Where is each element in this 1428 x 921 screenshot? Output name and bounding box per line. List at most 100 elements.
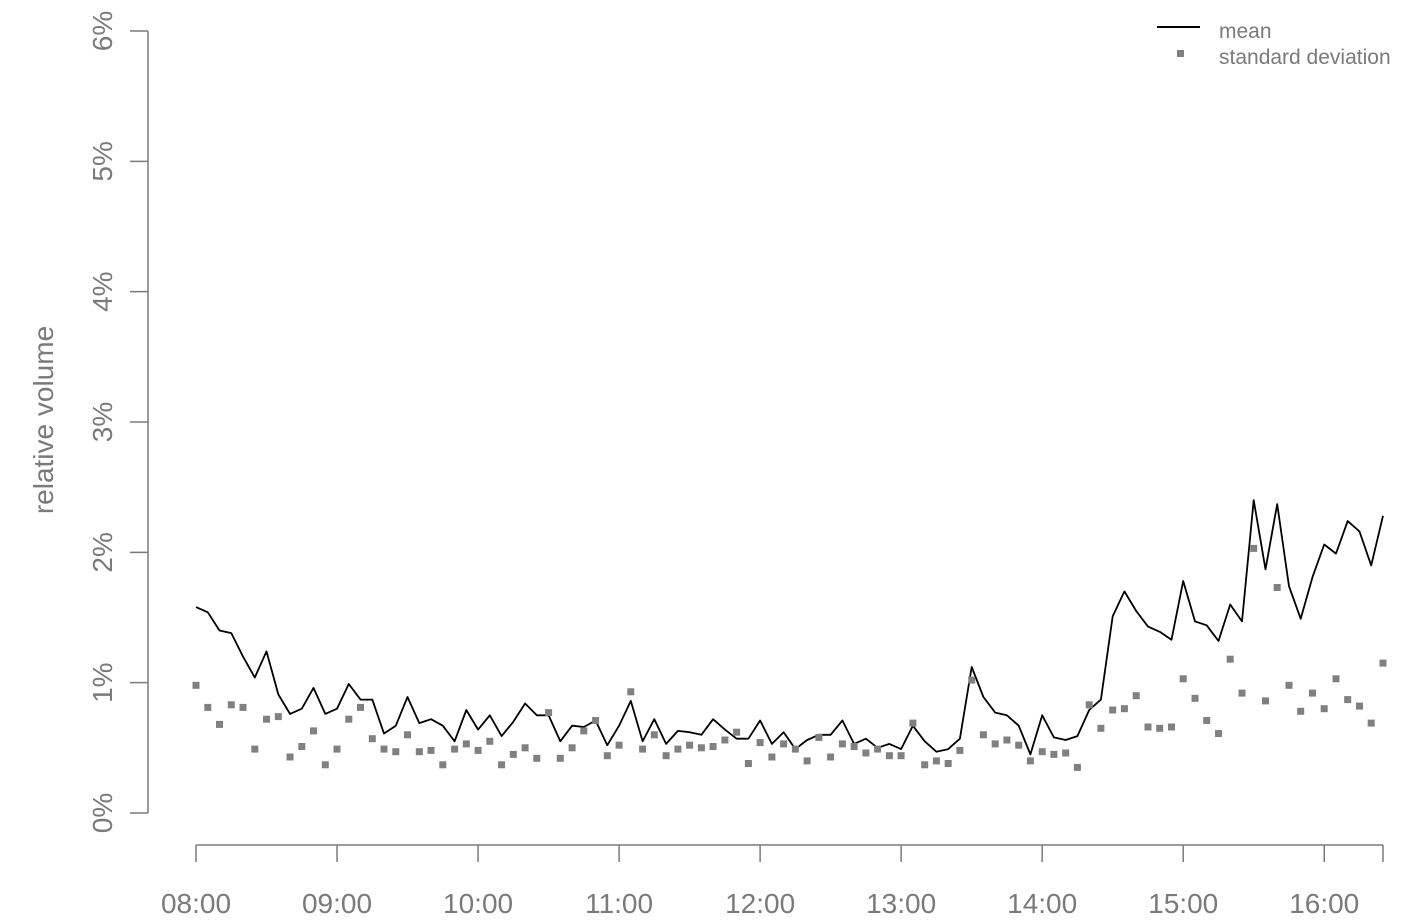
standard-deviation-point bbox=[509, 750, 517, 758]
standard-deviation-point bbox=[251, 745, 259, 753]
x-tick-label: 10:00 bbox=[443, 888, 513, 919]
standard-deviation-point bbox=[1203, 717, 1211, 724]
standard-deviation-point bbox=[1250, 544, 1258, 552]
standard-deviation-point bbox=[1015, 741, 1023, 749]
standard-deviation-point bbox=[1062, 749, 1070, 757]
standard-deviation-point bbox=[1320, 705, 1328, 713]
standard-deviation-point bbox=[1109, 706, 1117, 714]
standard-deviation-point bbox=[1156, 724, 1164, 732]
standard-deviation-point bbox=[568, 744, 576, 752]
standard-deviation-point bbox=[803, 757, 811, 765]
standard-deviation-point bbox=[956, 746, 964, 754]
y-tick-label: 1% bbox=[87, 662, 118, 702]
standard-deviation-point bbox=[862, 749, 870, 757]
standard-deviation-point bbox=[1379, 659, 1387, 667]
standard-deviation-point bbox=[838, 740, 846, 748]
standard-deviation-point bbox=[298, 743, 306, 750]
y-axis-title: relative volume bbox=[28, 326, 59, 514]
standard-deviation-point bbox=[263, 715, 270, 723]
standard-deviation-point bbox=[357, 703, 364, 711]
y-tick-label: 5% bbox=[87, 141, 118, 181]
standard-deviation-point bbox=[1367, 719, 1375, 727]
standard-deviation-point bbox=[239, 703, 247, 711]
plot-area bbox=[192, 499, 1387, 771]
standard-deviation-point bbox=[756, 739, 764, 747]
standard-deviation-point bbox=[1356, 702, 1363, 710]
standard-deviation-point bbox=[1144, 723, 1152, 731]
legend-sd-point-swatch bbox=[1177, 50, 1184, 57]
standard-deviation-point bbox=[615, 741, 623, 749]
standard-deviation-point bbox=[780, 740, 788, 748]
standard-deviation-point bbox=[404, 731, 411, 739]
legend-label-standard-deviation: standard deviation bbox=[1219, 46, 1391, 69]
standard-deviation-point bbox=[1238, 689, 1246, 697]
standard-deviation-point bbox=[885, 752, 893, 760]
standard-deviation-point bbox=[827, 753, 835, 761]
standard-deviation-point bbox=[392, 748, 400, 756]
x-tick-label: 11:00 bbox=[585, 888, 653, 919]
standard-deviation-point bbox=[874, 745, 882, 753]
standard-deviation-point bbox=[1309, 689, 1316, 697]
standard-deviation-point bbox=[462, 740, 470, 748]
standard-deviation-point bbox=[1038, 748, 1046, 756]
y-tick-label: 3% bbox=[87, 402, 118, 442]
standard-deviation-point bbox=[1344, 696, 1352, 704]
standard-deviation-point bbox=[662, 752, 670, 760]
standard-deviation-point bbox=[533, 754, 541, 762]
x-tick-label: 08:00 bbox=[161, 888, 231, 919]
standard-deviation-point bbox=[944, 760, 952, 767]
standard-deviation-point bbox=[744, 760, 752, 767]
standard-deviation-point bbox=[686, 741, 694, 749]
standard-deviation-point bbox=[1168, 723, 1175, 731]
standard-deviation-point bbox=[345, 715, 353, 723]
standard-deviation-point bbox=[1226, 655, 1234, 663]
y-tick-label: 2% bbox=[87, 532, 118, 572]
standard-deviation-point bbox=[498, 761, 506, 769]
y-axis: 0% 1% 2% 3% 4% 5% 6% bbox=[87, 11, 149, 833]
standard-deviation-point bbox=[310, 727, 317, 735]
standard-deviation-point bbox=[909, 719, 917, 727]
y-tick-label: 0% bbox=[87, 793, 118, 833]
standard-deviation-point bbox=[380, 745, 388, 753]
standard-deviation-point bbox=[427, 746, 435, 754]
standard-deviation-point bbox=[521, 744, 529, 752]
standard-deviation-point bbox=[216, 720, 223, 728]
standard-deviation-point bbox=[721, 736, 729, 744]
x-tick-label: 16:00 bbox=[1289, 888, 1359, 919]
standard-deviation-point bbox=[321, 761, 329, 769]
x-tick-label: 09:00 bbox=[302, 888, 372, 919]
standard-deviation-point bbox=[451, 745, 459, 753]
standard-deviation-point bbox=[1050, 750, 1058, 758]
standard-deviation-point bbox=[556, 754, 564, 762]
standard-deviation-point bbox=[545, 709, 553, 717]
standard-deviation-point bbox=[274, 713, 282, 721]
standard-deviation-point bbox=[592, 717, 600, 724]
standard-deviation-point bbox=[1026, 757, 1034, 765]
standard-deviation-point bbox=[932, 757, 940, 765]
y-tick-label: 4% bbox=[87, 271, 118, 311]
standard-deviation-point bbox=[1085, 701, 1093, 709]
standard-deviation-point bbox=[1285, 681, 1293, 689]
y-tick-label: 6% bbox=[87, 11, 118, 51]
standard-deviation-point bbox=[991, 740, 999, 748]
standard-deviation-point bbox=[286, 753, 294, 761]
mean-series-line bbox=[195, 499, 1384, 756]
standard-deviation-point bbox=[650, 731, 658, 739]
standard-deviation-point bbox=[697, 744, 705, 752]
standard-deviation-point bbox=[815, 733, 823, 741]
standard-deviation-point bbox=[368, 735, 376, 743]
standard-deviation-point bbox=[1120, 705, 1128, 713]
standard-deviation-point bbox=[227, 701, 235, 709]
standard-deviation-point bbox=[580, 727, 588, 735]
standard-deviation-point bbox=[1297, 707, 1305, 715]
standard-deviation-point bbox=[333, 745, 341, 753]
standard-deviation-point bbox=[1097, 724, 1105, 732]
standard-deviation-point bbox=[439, 761, 447, 769]
standard-deviation-point bbox=[897, 752, 905, 760]
standard-deviation-point bbox=[639, 745, 647, 753]
standard-deviation-point bbox=[709, 743, 717, 750]
standard-deviation-point bbox=[1191, 694, 1199, 702]
standard-deviation-point bbox=[791, 745, 799, 753]
x-tick-label: 13:00 bbox=[866, 888, 936, 919]
